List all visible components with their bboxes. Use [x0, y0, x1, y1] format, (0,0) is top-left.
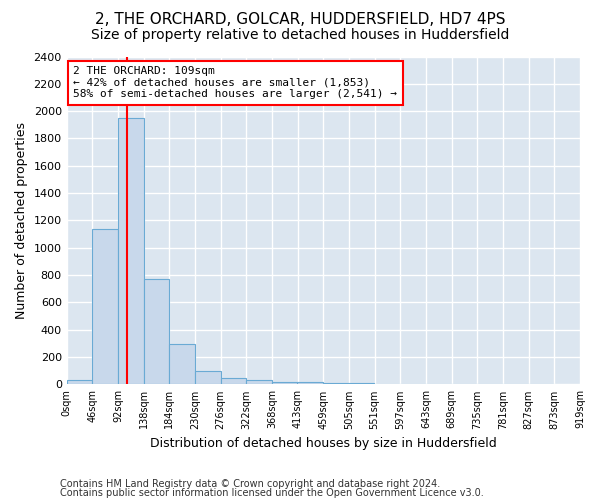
Text: 2, THE ORCHARD, GOLCAR, HUDDERSFIELD, HD7 4PS: 2, THE ORCHARD, GOLCAR, HUDDERSFIELD, HD… — [95, 12, 505, 28]
Text: 2 THE ORCHARD: 109sqm
← 42% of detached houses are smaller (1,853)
58% of semi-d: 2 THE ORCHARD: 109sqm ← 42% of detached … — [73, 66, 397, 100]
Y-axis label: Number of detached properties: Number of detached properties — [15, 122, 28, 319]
Bar — [92, 228, 118, 384]
Bar — [67, 380, 92, 384]
Bar — [143, 279, 169, 384]
Text: Contains HM Land Registry data © Crown copyright and database right 2024.: Contains HM Land Registry data © Crown c… — [60, 479, 440, 489]
X-axis label: Distribution of detached houses by size in Huddersfield: Distribution of detached houses by size … — [150, 437, 497, 450]
Bar — [195, 371, 221, 384]
Text: Size of property relative to detached houses in Huddersfield: Size of property relative to detached ho… — [91, 28, 509, 42]
Bar — [272, 382, 298, 384]
Bar — [221, 378, 247, 384]
Text: Contains public sector information licensed under the Open Government Licence v3: Contains public sector information licen… — [60, 488, 484, 498]
Bar — [297, 382, 323, 384]
Bar — [323, 383, 349, 384]
Bar — [118, 118, 143, 384]
Bar — [169, 344, 195, 385]
Bar — [247, 380, 272, 384]
